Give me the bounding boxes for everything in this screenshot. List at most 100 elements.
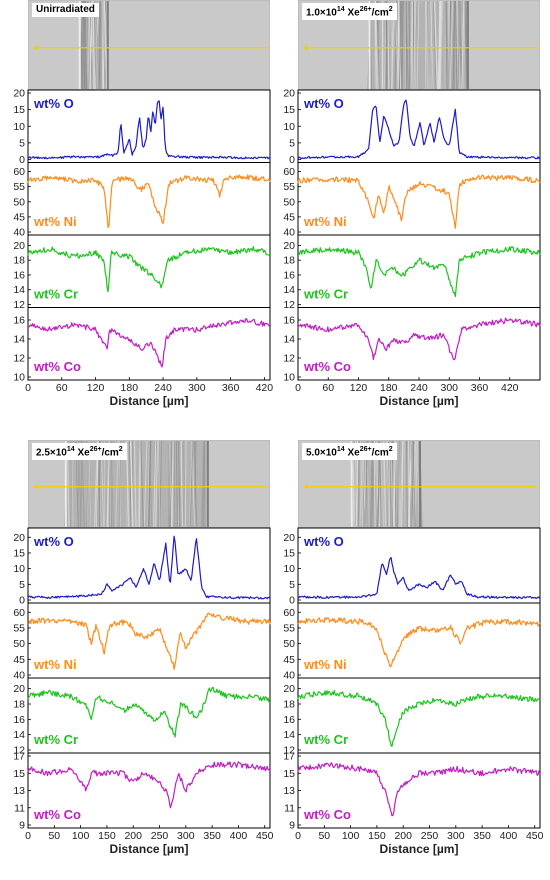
y-tick-label: 15 [13,104,25,116]
x-tick-label: 0 [295,382,301,394]
sem-micrograph: 1.0×1014 Xe26+/cm2 [298,0,540,90]
y-tick-label: 16 [283,269,295,281]
y-tick-label: 10 [13,372,25,384]
x-tick-label: 60 [56,382,68,394]
y-tick-label: 12 [283,299,295,311]
series-line [298,558,540,599]
y-tick-label: 45 [283,211,295,223]
x-tick-label: 250 [151,830,169,842]
y-tick-label: 55 [13,181,25,193]
series-label: wt% O [303,534,344,549]
y-tick-label: 55 [13,622,25,634]
y-tick-label: 14 [13,729,25,741]
series-label: wt% O [33,534,74,549]
x-tick-label: 350 [203,830,221,842]
x-tick-label: 300 [188,382,206,394]
x-tick-label: 350 [473,830,491,842]
y-tick-label: 60 [283,607,295,619]
y-tick-label: 0 [19,154,25,166]
y-tick-label: 14 [283,729,295,741]
y-tick-label: 12 [13,353,25,365]
y-tick-label: 16 [283,714,295,726]
series-label: wt% Co [33,807,81,822]
x-tick-label: 420 [501,382,519,394]
x-tick-label: 360 [222,382,240,394]
series-label: wt% Co [303,359,351,374]
y-tick-label: 16 [13,269,25,281]
y-tick-label: 18 [13,699,25,711]
series-label: wt% Ni [303,214,347,229]
y-tick-label: 20 [13,88,25,100]
y-tick-label: 11 [284,802,295,814]
y-tick-label: 16 [13,315,25,327]
y-tick-label: 10 [13,563,25,575]
sem-micrograph: 2.5×1014 Xe26+/cm2 [28,440,270,528]
y-tick-label: 15 [13,547,25,559]
y-tick-label: 5 [289,579,295,591]
y-tick-label: 50 [283,638,295,650]
y-tick-label: 18 [13,255,25,267]
y-tick-label: 18 [283,699,295,711]
y-tick-label: 20 [283,532,295,544]
x-tick-label: 240 [154,382,172,394]
panel-title: 1.0×1014 Xe26+/cm2 [302,3,397,20]
x-tick-label: 240 [410,382,428,394]
y-tick-label: 40 [283,227,295,239]
x-tick-label: 60 [322,382,334,394]
series-line [28,762,270,808]
x-axis-label: Distance [µm] [110,394,189,408]
y-tick-label: 20 [13,240,25,252]
y-tick-label: 0 [289,595,295,607]
x-tick-label: 200 [394,830,412,842]
y-tick-label: 14 [13,284,25,296]
y-tick-label: 20 [13,532,25,544]
y-tick-label: 14 [13,334,25,346]
y-tick-label: 60 [13,166,25,178]
y-tick-label: 55 [283,181,295,193]
y-tick-label: 17 [283,751,295,763]
x-tick-label: 0 [295,830,301,842]
y-tick-label: 14 [283,284,295,296]
y-tick-label: 14 [283,334,295,346]
panel-title: 2.5×1014 Xe26+/cm2 [32,443,127,460]
x-tick-label: 200 [124,830,142,842]
x-tick-label: 180 [380,382,398,394]
x-tick-label: 300 [440,382,458,394]
x-tick-label: 180 [121,382,139,394]
x-tick-label: 0 [25,830,31,842]
x-tick-label: 400 [230,830,248,842]
y-tick-label: 10 [13,121,25,133]
series-label: wt% Ni [303,657,347,672]
x-tick-label: 450 [526,830,544,842]
y-tick-label: 11 [14,802,25,814]
x-tick-label: 100 [342,830,360,842]
series-label: wt% Cr [33,287,78,302]
x-tick-label: 360 [471,382,489,394]
x-tick-label: 120 [87,382,105,394]
y-tick-label: 50 [13,196,25,208]
panel-title: Unirradiated [32,3,99,17]
x-tick-label: 50 [318,830,330,842]
y-tick-label: 45 [13,654,25,666]
y-tick-label: 16 [13,714,25,726]
y-tick-label: 45 [283,654,295,666]
y-tick-label: 40 [283,670,295,682]
series-label: wt% Cr [303,287,348,302]
series-line [28,247,270,292]
y-tick-label: 5 [289,137,295,149]
x-tick-label: 400 [500,830,518,842]
x-tick-label: 100 [72,830,90,842]
x-tick-label: 120 [350,382,368,394]
